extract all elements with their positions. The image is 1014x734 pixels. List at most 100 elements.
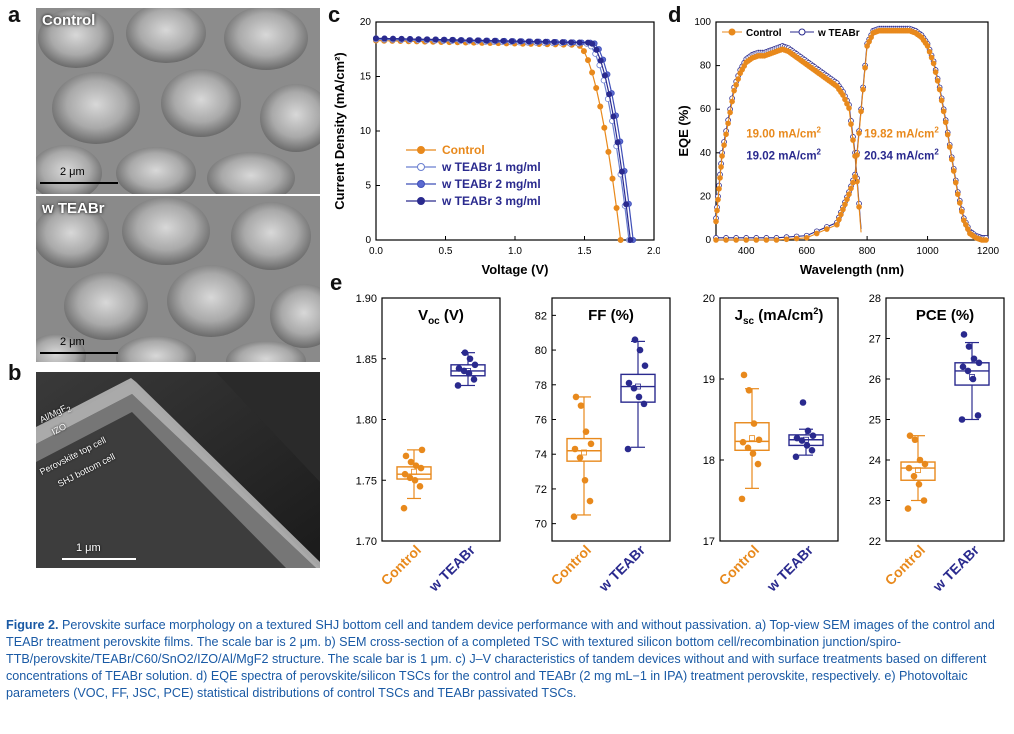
box-point [418,446,426,454]
eqe-chart: 400 600 800 1000 1200 0 20 40 60 80 100 Wavelength … [676,17,1000,277]
box-point [964,367,972,375]
jv-point [398,35,405,42]
eqe-bottom-control-point [753,237,760,243]
jv-point [593,46,600,53]
panel-letter-d: d [668,2,682,27]
box-point [406,474,414,482]
box-title: FF (%) [588,307,634,324]
scale-text-b: 1 μm [76,542,101,554]
legend-marker-d [798,28,806,36]
eqe-bottom-control-point [946,144,953,150]
eqe-bottom-control-point [954,191,961,198]
box-point [745,387,753,394]
eqe-bottom-control-point [952,179,959,186]
jv-point [613,205,620,212]
box-point [571,445,579,453]
eqe-top-control-point [717,175,723,181]
box-point [798,437,806,444]
eqe-bottom-control-point [773,237,780,243]
eqe-top-control-point [856,204,862,210]
box-category-label: w TEABr [929,541,983,595]
jv-point [589,40,596,47]
y-tick-label-c: 20 [360,17,372,28]
eqe-bottom-control-point [846,191,852,198]
x-tick-label-c: 2.0 [647,246,660,257]
box-y-tick-label: 78 [535,380,547,392]
jv-point [576,39,583,46]
jv-point [415,36,422,43]
eqe-bottom-control-point [938,97,945,104]
eqe-annotation-sup: 2 [817,126,822,135]
box-point [965,343,973,350]
eqe-bottom-control-point [950,168,957,174]
eqe-bottom-control-point [743,237,750,243]
jv-point [432,36,439,43]
box-frame [719,297,839,542]
box-point [975,359,983,367]
jv-point [551,38,558,45]
eqe-bottom-control-point [926,48,933,55]
eqe-bottom-control-point [934,78,941,84]
box-point [581,476,589,484]
sem-texture-control [36,8,320,194]
box-point [400,504,408,512]
box-point [576,454,584,461]
eqe-top-control-point [723,131,729,138]
eqe-bottom-control-point [936,86,943,93]
eqe-bottom-control-point [856,130,862,136]
box-y-tick-label: 19 [703,374,715,386]
box-y-tick-label: 20 [703,293,715,305]
eqe-annotation: 19.00 mA/cm2 [746,126,821,141]
eqe-top-control-point [727,109,733,116]
eqe-bottom-control-point [850,179,856,186]
box-y-tick-label: 23 [869,496,881,508]
box-y-tick-label: 28 [869,293,881,305]
box-point [959,363,967,371]
box-title-unit: (mA/cm [754,307,813,324]
jv-point [381,35,388,42]
legend-marker-c [417,197,425,205]
eqe-bottom-control-point [834,221,840,228]
box-point [916,456,924,464]
jv-point [542,38,549,45]
eqe-top-control-point [718,164,724,170]
box-point [921,460,929,468]
jv-point [614,139,621,146]
box-point [910,472,918,480]
box-y-tick-label: 70 [535,519,547,531]
x-tick-label-d: 1000 [916,246,939,257]
box-point [636,346,644,354]
eqe-bottom-control-point [824,226,830,232]
box-point [411,476,419,484]
x-tick-label-d: 1200 [977,246,1000,257]
box-y-tick-label: 22 [869,536,881,548]
eqe-bottom-control-point [836,216,842,223]
box-title-sub: oc [428,316,440,327]
eqe-bottom-control-point [930,60,937,67]
box-point [454,382,462,389]
box-frame [381,297,501,542]
eqe-top-control-point [850,137,856,143]
box-point [958,416,966,423]
jv-point [606,91,613,98]
box-point [803,442,811,449]
caption-label: Figure 2. [6,618,59,632]
box-point [416,483,424,490]
jv-point [474,37,481,44]
y-tick-label-c: 0 [365,235,371,246]
box-point [804,427,812,435]
eqe-bottom-control-point [864,43,870,49]
box-point [461,349,469,356]
box-point [631,336,639,343]
jv-point [517,38,524,45]
jv-point [491,37,498,44]
eqe-bottom-control-point [838,211,844,218]
box-point [792,453,800,461]
eqe-annotation: 19.02 mA/cm2 [746,147,821,162]
y-tick-label-d: 40 [700,148,712,159]
box-point [755,436,763,444]
jv-point [373,35,380,42]
x-tick-label-d: 600 [798,246,815,257]
sem-label-teabr: w TEABr [42,200,105,217]
